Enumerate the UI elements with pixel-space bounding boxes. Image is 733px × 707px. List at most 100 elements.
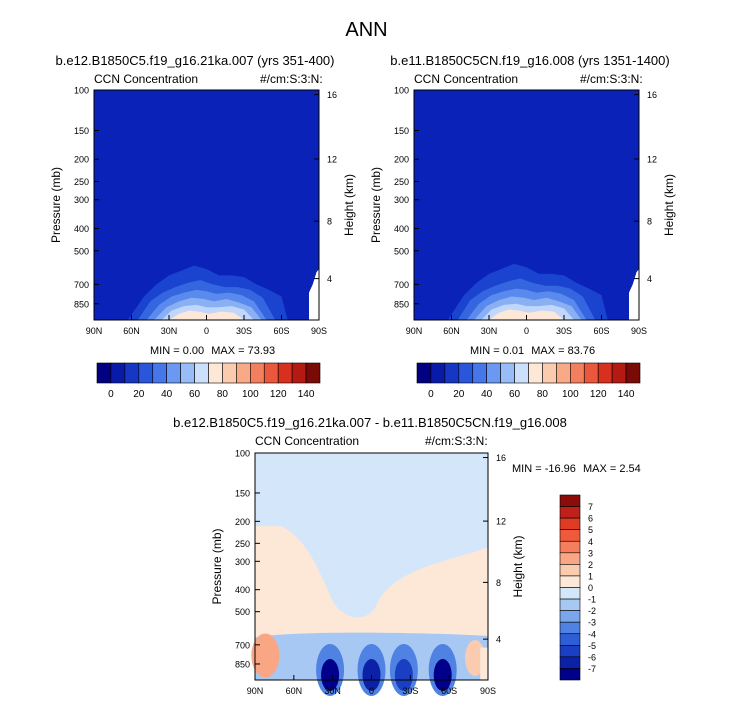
panel-a-minmax: MIN = 0.00 MAX = 73.93 [150,346,275,357]
panel_b-cb-box-15 [625,362,641,384]
panel_a-ylabel-right: Height (km) [342,174,356,236]
panel_a-cb-box-15 [305,362,321,384]
panel_b-ylabel: Pressure (mb) [369,167,383,243]
panel_b-xtick-label-2: 30N [481,326,498,336]
panel_a-cb-label-1: 20 [133,389,145,400]
panel_diff-cb-box-15 [559,668,581,681]
panel_a-ylabel: Pressure (mb) [49,167,63,243]
panel_diff-cb-box-12 [559,633,581,646]
panel_diff-pos-right [465,640,486,677]
panel-diff-max-value: 2.54 [619,463,641,475]
panel_diff-pos-left [251,633,280,678]
panel-a-title: b.e12.B1850C5.f19_g16.21ka.007 (yrs 351-… [55,53,335,68]
panel_a-ytick-label-5: 400 [74,224,89,234]
panel_b-ytick-label-5: 400 [394,224,409,234]
panel_diff-cb-label-8: -1 [588,595,596,605]
panel-diff-minmax: MIN = -16.96 MAX = 2.54 [512,464,641,475]
panel_a-cb-label-6: 120 [270,389,287,400]
panel_a-xtick-label-4: 30S [236,326,252,336]
panel_b-cb-label-4: 80 [537,389,549,400]
panel-diff-right-label: #/cm:S:3:N: [425,434,488,448]
panel_b-ytick-label-4: 300 [394,195,409,205]
page-title: ANN [345,19,388,41]
panel_diff-cb-label-4: 3 [588,548,593,558]
panel_diff-cb-box-2 [559,517,581,530]
panel_a-cb-box-2 [124,362,140,384]
panel_diff-xtick-label-2: 30N [324,686,341,696]
panel_diff-xtick-label-5: 60S [441,686,457,696]
panel_b-cb-box-13 [597,362,613,384]
panel_diff-cb-label-12: -5 [588,641,596,651]
panel_a-colorbar: 0 20 40 60 80 100 120 140 [96,362,321,400]
panel_diff-cb-box-14 [559,656,581,669]
panel_b-ytick-label-2: 200 [394,155,409,165]
panel_diff-cb-box-3 [559,529,581,542]
panel_diff-cb-label-0: 7 [588,502,593,512]
panel_b-cb-box-4 [472,362,487,384]
panel_b-ytick-label-1: 150 [394,126,409,136]
panel-a-left-label: CCN Concentration [94,72,199,86]
panel_a-xtick-label-6: 90S [311,326,327,336]
panel_diff-ytick-label-1: 150 [235,488,250,498]
panel_diff-ytick-label-4: 300 [235,557,250,567]
panel_diff-htick-label-0: 4 [496,635,501,645]
panel_a-cb-label-4: 80 [217,389,229,400]
panel_diff-cb-box-13 [559,645,581,658]
panel_diff-cb-label-13: -6 [588,652,596,662]
panel_diff-min-core-3 [394,659,413,691]
panel_diff-htick-label-3: 16 [496,453,506,463]
panel_a-htick-label-0: 4 [327,274,332,284]
panel_a-cb-box-1 [110,362,126,384]
panel-b-right-label: #/cm:S:3:N: [580,72,643,86]
panel_b-cb-label-5: 100 [562,389,579,400]
panel_b-htick-label-2: 12 [647,155,657,165]
panel_a-cb-box-5 [166,362,181,384]
panel_b-cb-box-1 [430,362,446,384]
panel_a-cb-box-0 [96,362,112,384]
panel_diff-cb-box-10 [559,610,581,623]
panel_diff-cb-label-9: -2 [588,606,596,616]
panel_diff-min-core-0 [321,659,340,691]
panel_a-htick-label-1: 8 [327,217,332,227]
panel_diff-negative-region [255,453,488,618]
panel_b-cb-box-3 [458,362,474,384]
panel_a-cb-label-3: 60 [189,389,201,400]
panel_a-ytick-label-7: 700 [74,280,89,290]
panel_diff-ytick-label-8: 850 [235,659,250,669]
panel_a-ytick-label-8: 850 [74,299,89,309]
panel_b-cb-box-7 [514,362,529,384]
panel_a-cb-box-8 [208,362,223,384]
panel_b-cb-box-10 [556,362,571,384]
panel_b-topo-mask [629,268,639,320]
panel_diff-cb-box-0 [559,494,581,507]
panel_diff-xtick-label-1: 60N [286,686,303,696]
panel_diff-cb-box-11 [559,621,581,635]
panel_diff-cb-label-10: -3 [588,618,596,628]
panel_diff-xtick-label-4: 30S [402,686,418,696]
panel_diff-cb-box-7 [559,575,581,588]
panel_b-cb-box-12 [583,362,599,384]
panel_a-cb-box-14 [291,362,307,384]
panel_a-cb-label-5: 100 [242,389,259,400]
panel_a-htick-label-3: 16 [327,90,337,100]
panel_a-topo-mask [309,268,319,320]
panel_b-xtick-label-1: 60N [443,326,460,336]
panel_b-cb-label-6: 120 [590,389,607,400]
panel_diff-cb-box-5 [559,552,581,565]
panel_b-htick-label-0: 4 [647,274,652,284]
panel_diff-cb-box-8 [559,587,581,600]
panel_b-cb-box-8 [528,362,543,384]
panel_a-cb-box-9 [222,362,237,384]
panel_diff-cb-box-9 [559,598,581,611]
panel_diff-cb-label-3: 4 [588,537,593,547]
panel_diff-ytick-label-2: 200 [235,517,250,527]
panel-b-min-label: MIN = [470,345,500,357]
panel_a-cb-box-7 [194,362,209,384]
panel_b-colorbar: 0 20 40 60 80 100 120 140 [416,362,641,400]
panel-a-min-value: 0.00 [182,345,205,357]
panel-a-max-value: 73.93 [247,345,276,357]
panel_b-cb-box-11 [570,362,585,384]
panel_a-xtick-label-5: 60S [273,326,289,336]
